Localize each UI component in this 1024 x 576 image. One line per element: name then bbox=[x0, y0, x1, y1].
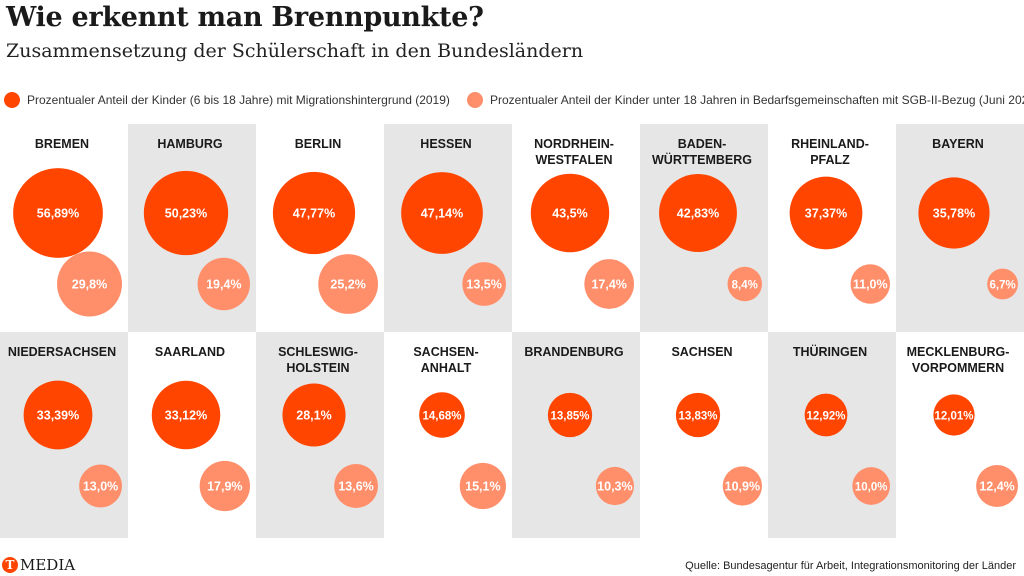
chart-title: Wie erkennt man Brennpunkte? bbox=[6, 2, 484, 33]
bubble-migration-label-hessen: 47,14% bbox=[421, 207, 463, 221]
bubble-sgb-thüringen bbox=[852, 467, 890, 505]
bubble-migration-label-saarland: 33,12% bbox=[165, 409, 207, 423]
bubble-sgb-schleswigholstein bbox=[334, 464, 379, 508]
legend-label-sgb: Prozentualer Anteil der Kinder unter 18 … bbox=[490, 93, 1024, 107]
bubble-sgb-mecklenburgvorpommern bbox=[976, 465, 1019, 507]
bubble-sgb-nordrheinwestfalen bbox=[584, 259, 635, 309]
bubble-migration-label-mecklenburgvorpommern: 12,01% bbox=[934, 411, 973, 423]
bubble-migration-sachsenanhalt bbox=[419, 392, 465, 438]
bubble-migration-saarland bbox=[151, 380, 221, 450]
bubble-sgb-hamburg bbox=[197, 257, 250, 311]
bubble-migration-schleswigholstein bbox=[282, 383, 346, 447]
state-name-bremen: BREMEN bbox=[35, 137, 89, 151]
bubble-migration-label-niedersachsen: 33,39% bbox=[37, 409, 79, 423]
bubble-sgb-label-brandenburg: 10,3% bbox=[597, 480, 632, 494]
bubble-migration-label-badenwürttemberg: 42,83% bbox=[677, 207, 719, 221]
bubble-migration-brandenburg bbox=[547, 392, 593, 438]
bubble-sgb-label-thüringen: 10,0% bbox=[855, 482, 888, 494]
bubble-migration-badenwürttemberg bbox=[659, 174, 737, 252]
state-name-brandenburg: BRANDENBURG bbox=[524, 345, 623, 359]
state-name-sachsenanhalt: SACHSEN-ANHALT bbox=[413, 345, 478, 375]
bubble-sgb-bremen bbox=[57, 251, 123, 317]
bubble-migration-niedersachsen bbox=[23, 380, 93, 450]
bubble-sgb-label-mecklenburgvorpommern: 12,4% bbox=[979, 480, 1014, 494]
logo-t-icon: T bbox=[2, 557, 18, 573]
bubble-migration-label-sachsen: 13,83% bbox=[678, 411, 717, 423]
source-note: Quelle: Bundesagentur für Arbeit, Integr… bbox=[685, 560, 1016, 572]
bubble-sgb-sachsenanhalt bbox=[459, 462, 506, 510]
bubble-migration-label-hamburg: 50,23% bbox=[165, 207, 207, 221]
bubble-migration-mecklenburgvorpommern bbox=[933, 394, 975, 436]
bubble-migration-label-bremen: 56,89% bbox=[37, 207, 79, 221]
bubble-sgb-label-hessen: 13,5% bbox=[466, 278, 501, 292]
bubble-migration-hessen bbox=[401, 172, 483, 254]
state-name-bayern: BAYERN bbox=[932, 137, 984, 151]
state-name-badenwürttemberg: BADEN-WÜRTTEMBERG bbox=[652, 137, 752, 167]
state-name-hessen: HESSEN bbox=[420, 137, 471, 151]
bubble-migration-label-schleswigholstein: 28,1% bbox=[296, 409, 331, 423]
bubble-migration-sachsen bbox=[675, 392, 721, 438]
bubble-sgb-berlin bbox=[318, 254, 378, 314]
bubble-migration-berlin bbox=[272, 171, 356, 255]
logo-text: MEDIA bbox=[20, 556, 76, 574]
bubble-migration-label-bayern: 35,78% bbox=[933, 207, 975, 221]
legend-label-migration: Prozentualer Anteil der Kinder (6 bis 18… bbox=[27, 93, 450, 107]
bubble-sgb-label-saarland: 17,9% bbox=[207, 480, 242, 494]
bubble-sgb-label-schleswigholstein: 13,6% bbox=[338, 480, 373, 494]
legend-item-migration: Prozentualer Anteil der Kinder (6 bis 18… bbox=[4, 92, 450, 108]
bubble-sgb-brandenburg bbox=[595, 466, 634, 506]
bubble-sgb-badenwürttemberg bbox=[727, 266, 762, 302]
state-name-sachsen: SACHSEN bbox=[671, 345, 732, 359]
state-name-nordrheinwestfalen: NORDRHEIN-WESTFALEN bbox=[534, 137, 614, 167]
state-name-thüringen: THÜRINGEN bbox=[793, 344, 867, 359]
bubble-sgb-label-bayern: 6,7% bbox=[989, 280, 1015, 292]
bubble-chart: BREMEN 56,89% 29,8% HAMBURG 50,23% 19,4% BERLI… bbox=[0, 124, 1024, 538]
bubble-migration-bremen bbox=[13, 168, 103, 258]
state-name-berlin: BERLIN bbox=[295, 137, 342, 151]
bubble-sgb-rheinlandpfalz bbox=[850, 264, 890, 304]
bubble-sgb-label-nordrheinwestfalen: 17,4% bbox=[591, 278, 626, 292]
legend-dot-migration-icon bbox=[4, 92, 20, 108]
bubble-migration-label-berlin: 47,77% bbox=[293, 207, 335, 221]
bubble-migration-label-sachsenanhalt: 14,68% bbox=[422, 411, 461, 423]
legend-item-sgb: Prozentualer Anteil der Kinder unter 18 … bbox=[467, 92, 1024, 108]
bubble-sgb-label-hamburg: 19,4% bbox=[206, 278, 241, 292]
bubble-migration-thüringen bbox=[804, 393, 848, 437]
publisher-logo: T MEDIA bbox=[2, 556, 75, 574]
bubble-migration-hamburg bbox=[143, 170, 229, 256]
legend-dot-sgb-icon bbox=[467, 92, 483, 108]
state-name-niedersachsen: NIEDERSACHSEN bbox=[8, 345, 116, 359]
chart-subtitle: Zusammensetzung der Schülerschaft in den… bbox=[6, 40, 584, 62]
state-name-saarland: SAARLAND bbox=[155, 345, 225, 359]
bubble-migration-nordrheinwestfalen bbox=[530, 173, 610, 253]
state-name-rheinlandpfalz: RHEINLAND-PFALZ bbox=[791, 137, 869, 167]
bubble-sgb-saarland bbox=[199, 460, 250, 512]
bubble-sgb-sachsen bbox=[722, 466, 762, 506]
bubble-sgb-label-bremen: 29,8% bbox=[72, 278, 107, 292]
bubble-sgb-hessen bbox=[462, 262, 506, 306]
bubble-sgb-label-badenwürttemberg: 8,4% bbox=[732, 280, 758, 292]
bubble-migration-label-thüringen: 12,92% bbox=[806, 411, 845, 423]
bubble-sgb-label-rheinlandpfalz: 11,0% bbox=[853, 278, 888, 292]
bubble-migration-label-nordrheinwestfalen: 43,5% bbox=[552, 207, 587, 221]
bubble-migration-rheinlandpfalz bbox=[789, 176, 863, 250]
bubble-migration-bayern bbox=[918, 177, 990, 249]
bubble-sgb-label-sachsen: 10,9% bbox=[725, 480, 760, 494]
bubble-sgb-label-sachsenanhalt: 15,1% bbox=[465, 480, 500, 494]
state-name-hamburg: HAMBURG bbox=[157, 137, 222, 151]
bubble-migration-label-brandenburg: 13,85% bbox=[550, 411, 589, 423]
bubble-sgb-niedersachsen bbox=[79, 464, 122, 508]
state-name-mecklenburgvorpommern: MECKLENBURG-VORPOMMERN bbox=[907, 345, 1010, 375]
state-name-schleswigholstein: SCHLESWIG-HOLSTEIN bbox=[278, 345, 358, 375]
bubble-sgb-bayern bbox=[987, 268, 1018, 300]
bubble-sgb-label-berlin: 25,2% bbox=[330, 278, 365, 292]
bubble-sgb-label-niedersachsen: 13,0% bbox=[83, 480, 118, 494]
bubble-migration-label-rheinlandpfalz: 37,37% bbox=[805, 207, 847, 221]
